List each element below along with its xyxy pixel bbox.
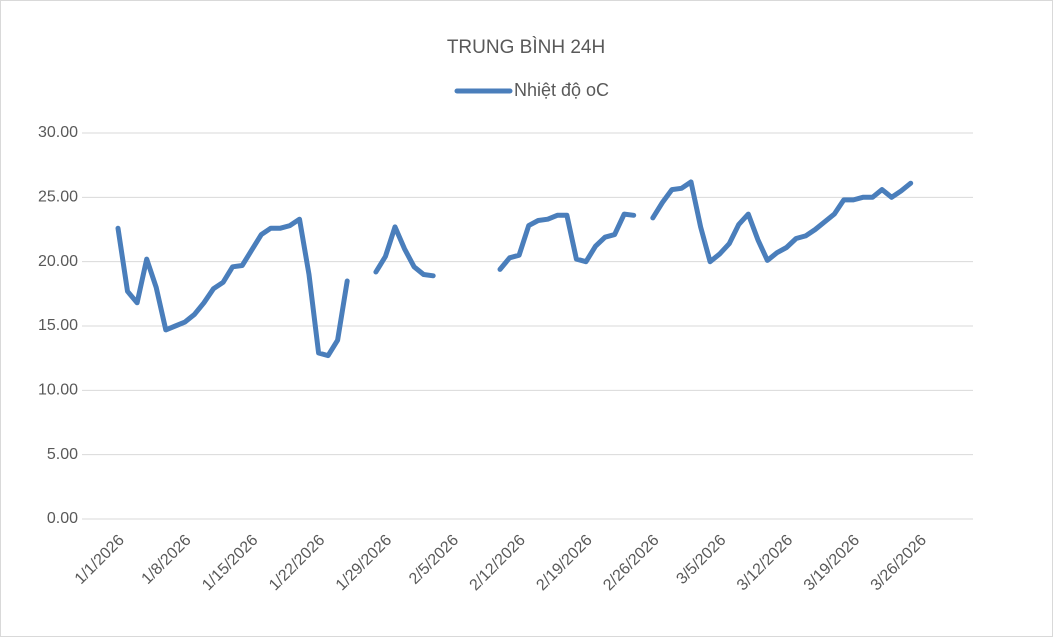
y-tick-label: 0.00	[47, 510, 78, 527]
y-tick-label: 15.00	[38, 317, 78, 334]
y-tick-label: 10.00	[38, 382, 78, 399]
data-line	[115, 179, 914, 359]
legend-label: Nhiệt độ oC	[514, 80, 609, 100]
y-tick-label: 25.00	[38, 189, 78, 206]
chart-title: TRUNG BÌNH 24H	[447, 37, 605, 58]
y-tick-label: 5.00	[47, 446, 78, 463]
y-tick-label: 20.00	[38, 253, 78, 270]
y-tick-label: 30.00	[38, 124, 78, 141]
